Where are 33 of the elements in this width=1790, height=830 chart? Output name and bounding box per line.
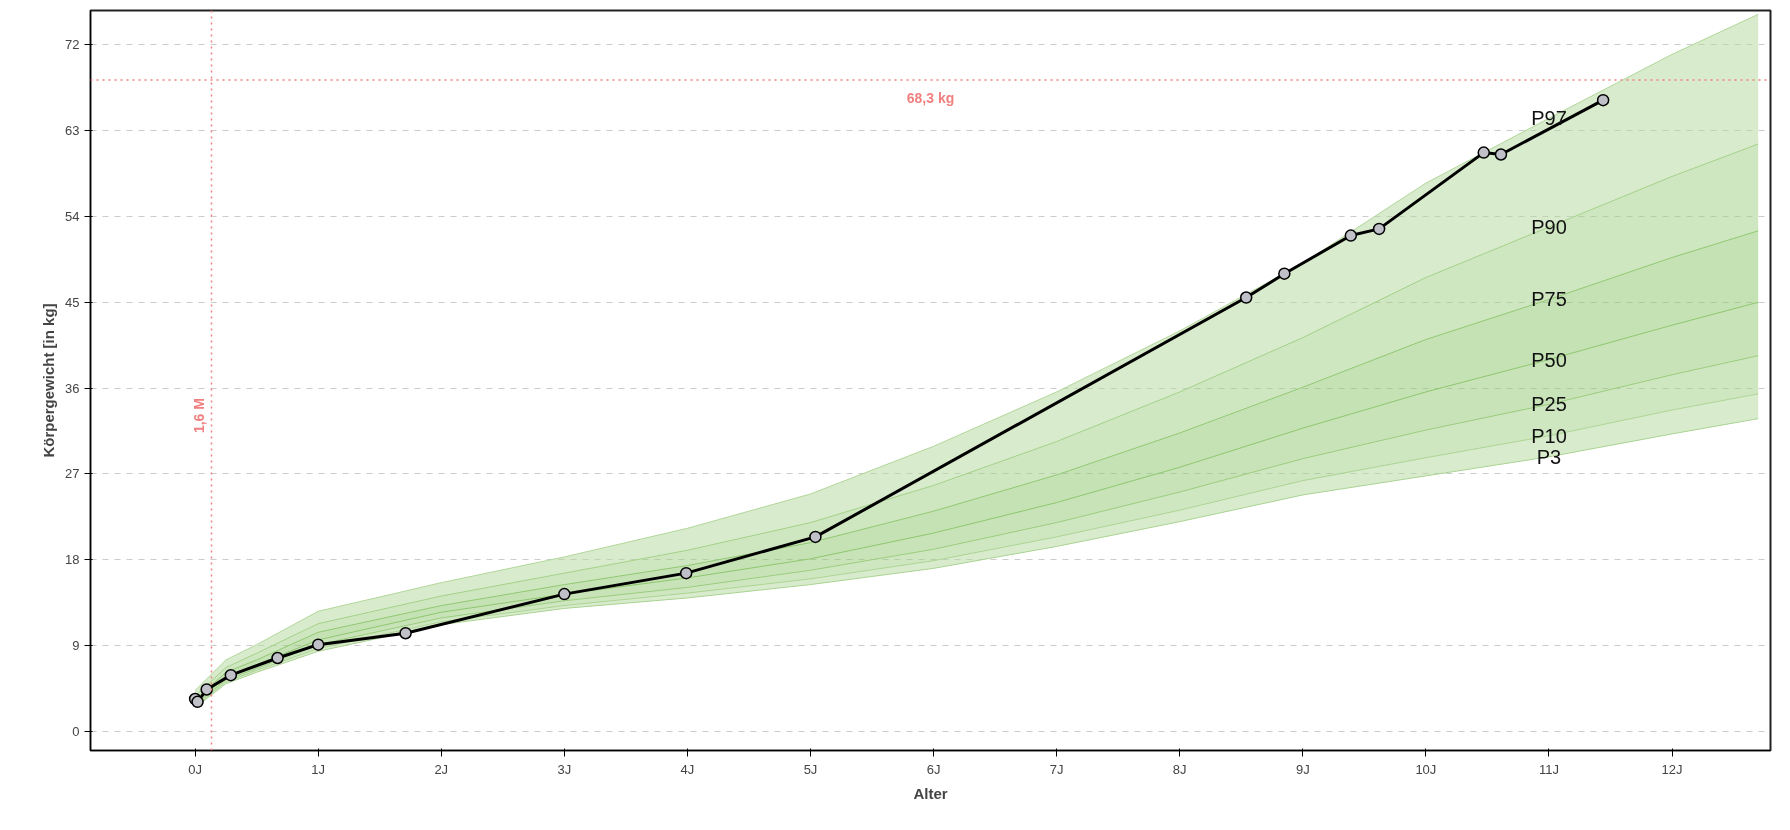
series-label: P25: [1531, 393, 1567, 416]
ref-line-label: 1,6 M: [191, 398, 208, 434]
series-label: P97: [1531, 107, 1567, 130]
series-label: P3: [1536, 445, 1562, 468]
x-tick-label: 4J: [680, 761, 695, 777]
y-tick-label: 45: [65, 294, 80, 310]
x-tick-label: 12J: [1661, 761, 1683, 777]
y-tick-label: 9: [72, 638, 80, 654]
series-label: P50: [1531, 348, 1567, 371]
y-axis-title: Körpergewicht [in kg]: [40, 303, 58, 458]
y-tick-label: 27: [65, 466, 80, 482]
x-tick-label: 9J: [1295, 761, 1310, 777]
x-tick-label: 10J: [1415, 761, 1437, 777]
x-tick-label: 6J: [926, 761, 941, 777]
y-tick-label: 54: [65, 208, 80, 224]
x-tick-label: 11J: [1538, 761, 1559, 777]
x-axis-title: Alter: [913, 784, 948, 802]
ref-line-label: 68,3 kg: [906, 90, 955, 107]
x-tick-label: 5J: [803, 761, 818, 777]
series-label: P90: [1531, 215, 1567, 238]
y-tick-label: 36: [65, 380, 80, 396]
y-tick-label: 72: [65, 37, 80, 53]
series-label: P75: [1531, 288, 1567, 311]
x-tick-label: 0J: [188, 761, 202, 777]
y-tick-label: 0: [72, 723, 80, 739]
x-tick-label: 8J: [1172, 761, 1187, 777]
x-tick-label: 7J: [1049, 761, 1064, 777]
x-tick-label: 2J: [434, 761, 449, 777]
series-label: P10: [1531, 424, 1567, 447]
y-tick-label: 63: [65, 123, 80, 139]
y-tick-label: 18: [65, 552, 80, 568]
x-tick-label: 1J: [311, 761, 326, 777]
x-tick-label: 3J: [557, 761, 572, 777]
